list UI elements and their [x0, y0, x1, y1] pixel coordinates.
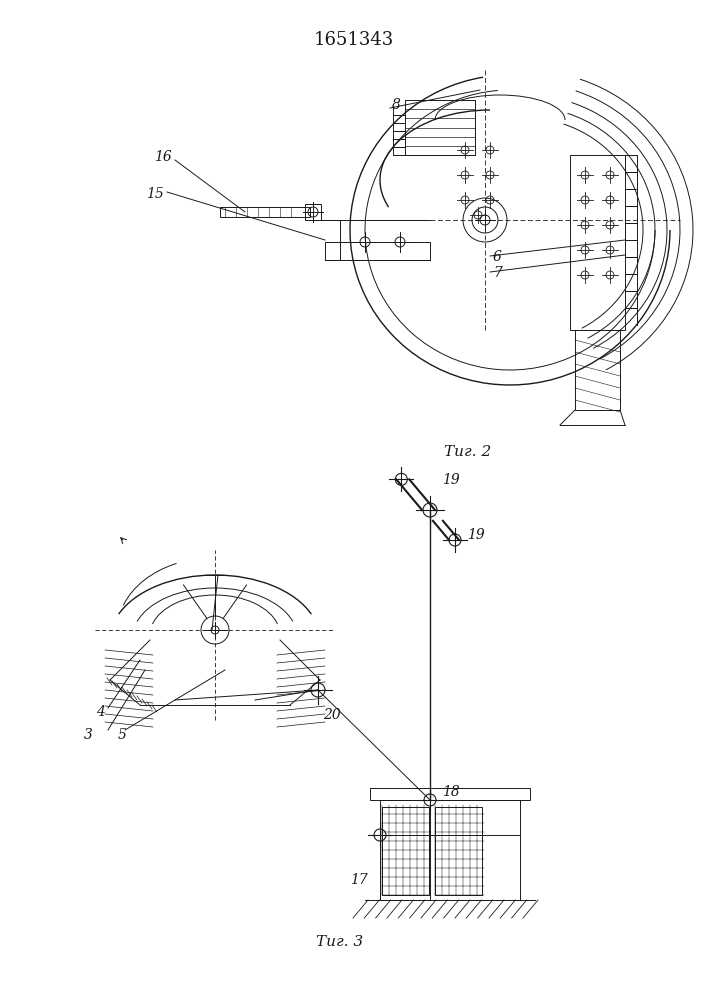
Bar: [370, 788, 530, 800]
Text: 6: 6: [493, 250, 502, 264]
Text: 16: 16: [154, 150, 172, 164]
Text: 20: 20: [323, 708, 341, 722]
Bar: [570, 155, 625, 330]
Text: 3: 3: [84, 728, 93, 742]
Bar: [380, 800, 520, 900]
Text: 7: 7: [493, 266, 502, 280]
Text: 17: 17: [350, 873, 368, 887]
Text: Τиг. 3: Τиг. 3: [316, 935, 363, 949]
Text: 18: 18: [442, 785, 460, 799]
Bar: [305, 204, 321, 220]
Bar: [382, 807, 429, 895]
Text: 5: 5: [118, 728, 127, 742]
Text: 19: 19: [467, 528, 485, 542]
Text: 8: 8: [392, 98, 401, 112]
Bar: [575, 330, 620, 410]
Text: 4: 4: [96, 705, 105, 719]
Text: 1651343: 1651343: [314, 31, 394, 49]
Bar: [220, 207, 310, 217]
Bar: [325, 242, 430, 260]
Bar: [435, 807, 482, 895]
Text: Τиг. 2: Τиг. 2: [445, 445, 491, 459]
Text: 15: 15: [146, 187, 164, 201]
Text: 19: 19: [442, 473, 460, 487]
